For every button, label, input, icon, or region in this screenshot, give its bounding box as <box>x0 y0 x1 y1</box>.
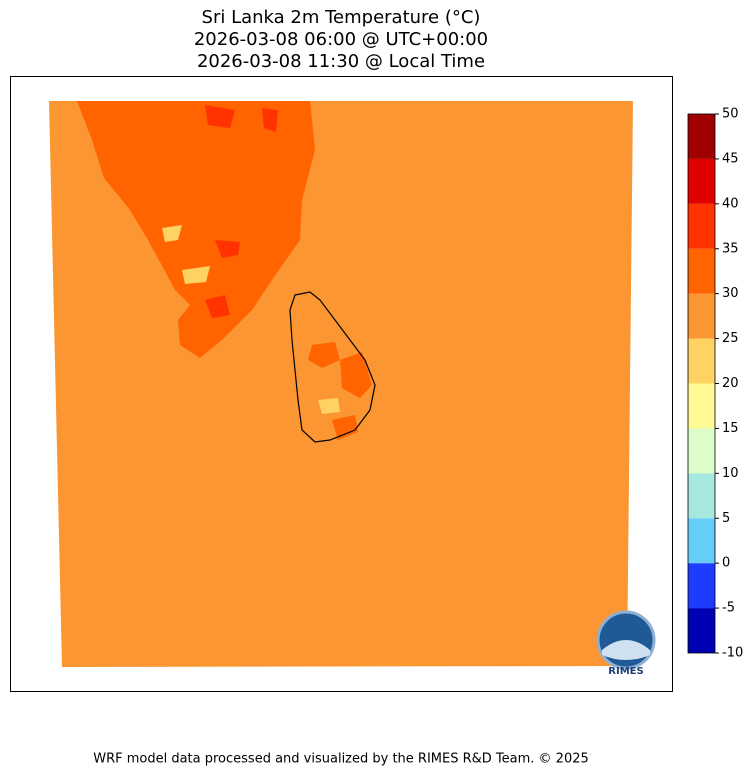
colorbar-tick-label: 10 <box>722 466 739 481</box>
mild-patch <box>162 225 182 242</box>
warm-patch <box>332 415 358 440</box>
colorbar: -10 -5 0 5 10 15 20 25 30 35 40 45 50 <box>687 107 743 661</box>
colorbar-segment <box>688 428 715 474</box>
colorbar-segment <box>688 338 715 384</box>
warm-patch <box>340 352 372 398</box>
colorbar-tick-label: 15 <box>722 421 739 436</box>
colorbar-tick-label: 20 <box>722 376 739 391</box>
hot-patch <box>215 240 240 258</box>
colorbar-segment <box>688 158 715 204</box>
title-line: 2026-03-08 11:30 @ Local Time <box>197 51 485 72</box>
footer: WRF model data processed and visualized … <box>93 752 589 767</box>
colorbar-segment <box>688 518 715 564</box>
colorbar-tick-label: -10 <box>722 646 743 661</box>
colorbar-segment <box>688 293 715 339</box>
coastline <box>289 291 376 443</box>
warm-patch <box>308 342 340 368</box>
warm-land <box>77 101 315 358</box>
colorbar-segment <box>688 608 715 653</box>
colorbar-segment <box>688 383 715 429</box>
colorbar-segment <box>688 203 715 249</box>
map-frame <box>10 76 673 692</box>
colorbar-tick-label: 30 <box>722 286 739 301</box>
colorbar-segment <box>688 114 715 159</box>
colorbar-tick-label: 25 <box>722 331 739 346</box>
hot-patch <box>205 105 235 128</box>
logo-text: RIMES <box>608 666 643 677</box>
colorbar-segment <box>688 248 715 294</box>
colorbar-tick-label: 40 <box>722 196 739 211</box>
hot-patch <box>262 108 278 132</box>
logo-wave <box>602 640 650 660</box>
map <box>49 101 633 667</box>
mild-patch <box>182 266 210 284</box>
colorbar-tick-label: 35 <box>722 241 739 256</box>
colorbar-tick-label: -5 <box>722 601 735 616</box>
hot-patch <box>205 295 230 318</box>
colorbar-tick-label: 45 <box>722 151 739 166</box>
mild-patch <box>318 398 340 414</box>
colorbar-segment <box>688 473 715 519</box>
colorbar-segment <box>688 563 715 609</box>
colorbar-tick-label: 5 <box>722 511 730 526</box>
logo: RIMES <box>596 610 656 677</box>
title-line: Sri Lanka 2m Temperature (°C) <box>202 7 481 28</box>
colorbar-tick-label: 0 <box>722 556 730 571</box>
colorbar-tick-label: 50 <box>722 107 739 122</box>
title-line: 2026-03-08 06:00 @ UTC+00:00 <box>194 29 488 50</box>
